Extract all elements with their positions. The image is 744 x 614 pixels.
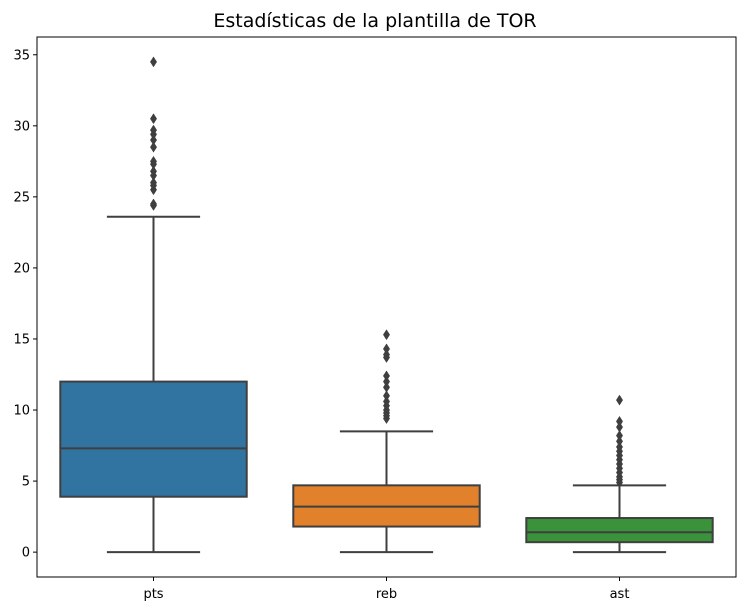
outlier-point — [150, 134, 157, 146]
outlier-point — [383, 349, 390, 361]
y-tick-label: 0 — [22, 546, 30, 561]
x-tick-label: pts — [143, 587, 163, 602]
outlier-point — [150, 198, 157, 210]
outlier-point — [150, 113, 157, 125]
box-iqr — [59, 380, 248, 498]
outlier-point — [383, 381, 390, 393]
y-tick-label: 10 — [13, 404, 30, 419]
outlier-point — [150, 155, 157, 167]
x-tick-label: reb — [376, 587, 397, 602]
outlier-point — [616, 435, 623, 447]
outlier-point — [150, 56, 157, 68]
outlier-point — [616, 394, 623, 406]
y-tick-label: 15 — [13, 332, 30, 347]
outlier-point — [150, 165, 157, 177]
x-tick-label: ast — [610, 587, 630, 602]
y-tick-label: 20 — [13, 261, 30, 276]
box-group-reb — [292, 329, 481, 554]
box-iqr — [525, 517, 714, 544]
outlier-point — [616, 415, 623, 427]
x-axis: pts reb ast — [143, 577, 629, 602]
outlier-point — [616, 441, 623, 453]
y-tick-label: 35 — [13, 48, 30, 63]
box-group-pts — [59, 56, 248, 554]
y-axis: 0 5 10 15 20 25 30 35 — [13, 48, 37, 561]
outlier-point — [383, 343, 390, 355]
outlier-point — [383, 370, 390, 382]
y-tick-label: 30 — [13, 119, 30, 134]
outlier-point — [383, 376, 390, 388]
outlier-point — [150, 124, 157, 136]
outlier-point — [150, 177, 157, 189]
outlier-point — [616, 430, 623, 442]
y-tick-label: 5 — [22, 475, 30, 490]
outlier-point — [383, 390, 390, 402]
outlier-point — [150, 141, 157, 153]
box-group-ast — [525, 394, 714, 554]
outlier-point — [383, 329, 390, 341]
plot-area — [59, 56, 714, 554]
y-tick-label: 25 — [13, 190, 30, 205]
outlier-point — [616, 421, 623, 433]
chart-title: Estadísticas de la plantilla de TOR — [213, 10, 536, 32]
outlier-point — [383, 396, 390, 407]
